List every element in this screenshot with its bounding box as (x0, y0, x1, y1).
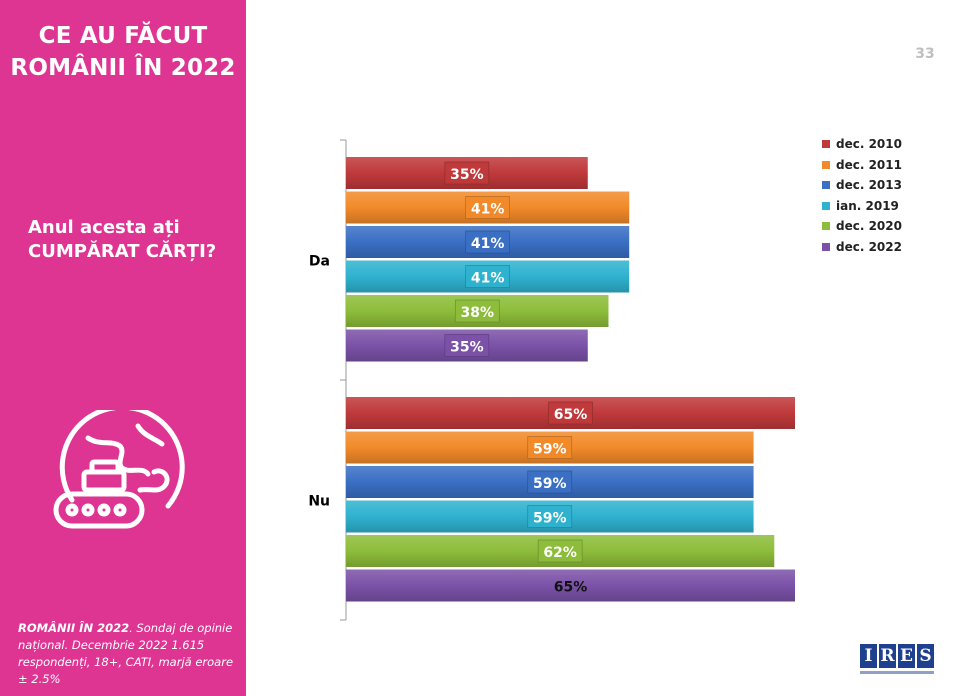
data-label-box (527, 436, 573, 459)
chart-legend: dec. 2010 dec. 2011 dec. 2013 ian. 2019 dec.… (822, 134, 902, 257)
data-label: 62% (543, 545, 577, 561)
legend-item: ian. 2019 (822, 196, 902, 217)
legend-item: dec. 2022 (822, 237, 902, 258)
legend-item: dec. 2010 (822, 134, 902, 155)
page-number: 33 (915, 46, 935, 62)
data-label-box (537, 539, 583, 563)
title-line-2: ROMÂNII ÎN 2022 (10, 55, 236, 81)
data-label: 59% (533, 476, 567, 492)
legend-swatch (822, 242, 830, 251)
data-label: 65% (554, 580, 588, 596)
page-title: CE AU FĂCUT ROMÂNII ÎN 2022 (0, 20, 246, 84)
data-label-box (527, 470, 573, 494)
data-label: 38% (460, 305, 494, 321)
legend-swatch (822, 140, 830, 149)
category-label: Da (309, 254, 330, 270)
data-label: 59% (533, 511, 567, 527)
globe-book-icon (53, 410, 185, 529)
survey-footnote: ROMÂNII ÎN 2022. Sondaj de opinie națion… (18, 620, 238, 688)
legend-label: dec. 2013 (836, 178, 902, 193)
sidebar: CE AU FĂCUT ROMÂNII ÎN 2022 Anul acesta … (0, 0, 246, 696)
question-line-2: CUMPĂRAT CĂRȚI? (28, 241, 217, 262)
legend-swatch (822, 222, 830, 231)
logo-letter: S (917, 644, 934, 668)
data-label: 35% (450, 167, 484, 183)
legend-item: dec. 2020 (822, 216, 902, 237)
legend-label: ian. 2019 (836, 198, 899, 213)
data-label-box (548, 401, 593, 425)
question-line-1: Anul acesta ați (28, 217, 180, 238)
title-line-1: CE AU FĂCUT (38, 23, 208, 49)
data-label-box (527, 505, 573, 528)
footnote-bold: ROMÂNII ÎN 2022 (18, 621, 130, 635)
data-label-box (465, 265, 510, 288)
survey-question: Anul acesta ați CUMPĂRAT CĂRȚI? (28, 216, 238, 264)
data-label: 35% (450, 340, 484, 356)
data-label: 41% (471, 236, 505, 252)
data-label: 59% (533, 442, 567, 458)
legend-label: dec. 2011 (836, 157, 902, 172)
bar (346, 569, 795, 602)
legend-item: dec. 2013 (822, 175, 902, 196)
data-label-box (465, 230, 510, 254)
logo-letter: E (898, 644, 915, 668)
legend-swatch (822, 201, 830, 210)
data-label-box (444, 161, 490, 185)
logo-letter: I (860, 644, 877, 668)
data-label: 41% (471, 202, 505, 218)
category-label: Nu (308, 494, 330, 510)
footnote-text: . Sondaj de opinie național. Decembrie 2… (18, 621, 234, 686)
logo-letter: R (879, 644, 896, 668)
legend-swatch (822, 160, 830, 169)
data-label: 41% (471, 271, 505, 287)
legend-label: dec. 2020 (836, 219, 902, 234)
legend-label: dec. 2022 (836, 239, 902, 254)
data-label-box (444, 334, 490, 357)
data-label-box (454, 299, 500, 323)
data-label: 65% (554, 407, 588, 423)
logo-tagline-bar (860, 671, 934, 674)
legend-item: dec. 2011 (822, 155, 902, 176)
legend-label: dec. 2010 (836, 137, 902, 152)
legend-swatch (822, 181, 830, 190)
data-label-box (465, 196, 510, 219)
